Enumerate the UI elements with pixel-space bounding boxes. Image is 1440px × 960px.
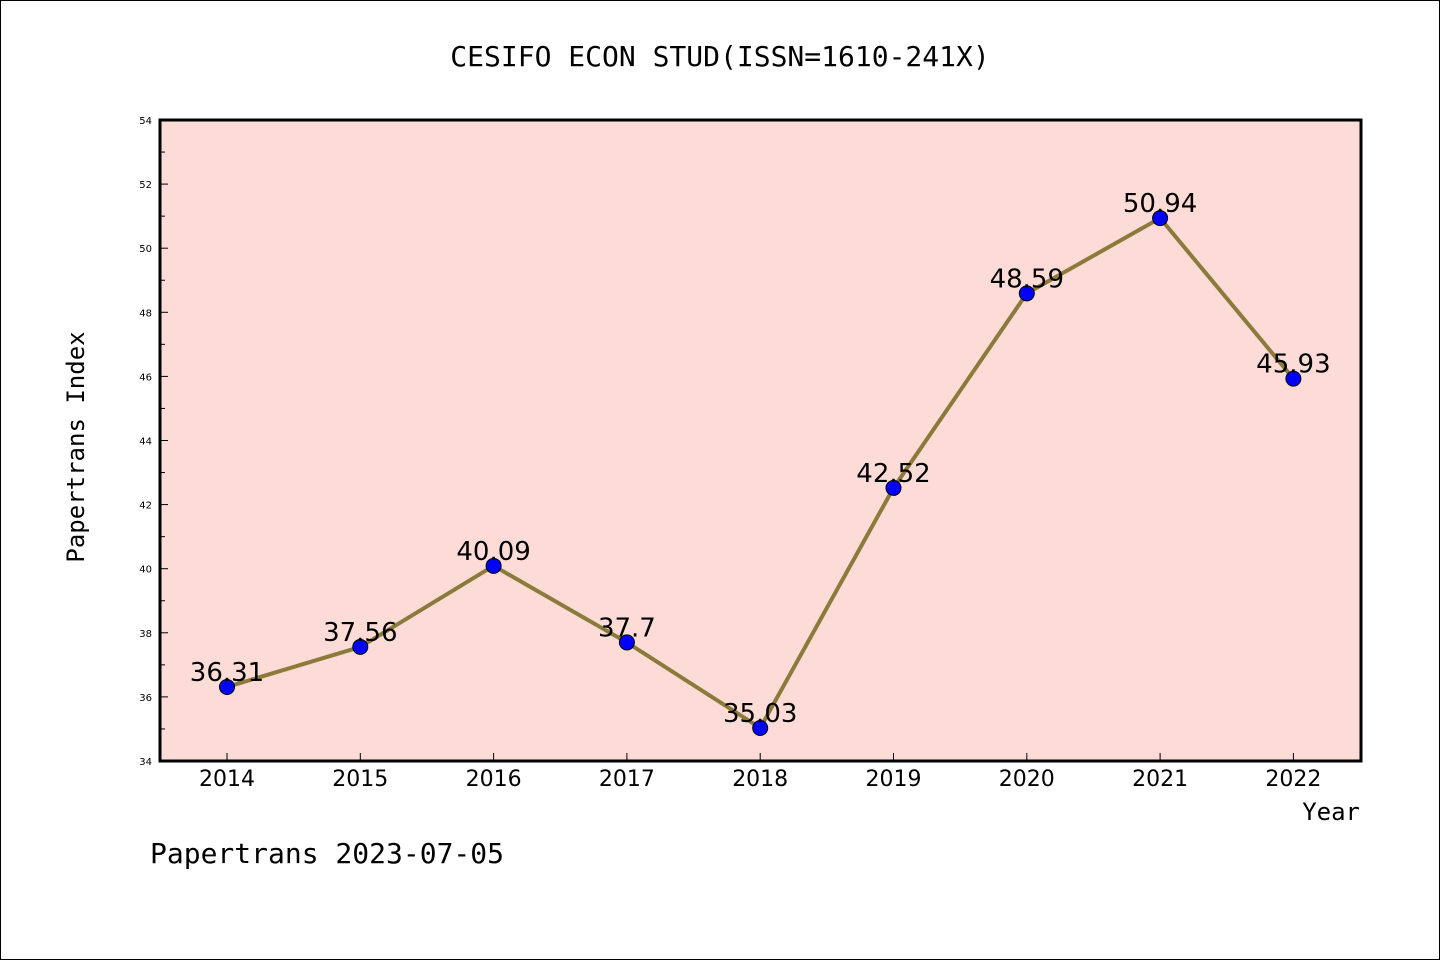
- data-point-marker: [1018, 285, 1035, 302]
- y-tick-label: 36: [139, 693, 152, 704]
- y-tick-label: 48: [139, 308, 152, 319]
- data-label: 36.31: [190, 658, 264, 688]
- y-tick-label: 52: [139, 180, 152, 191]
- x-axis-label: Year: [1302, 798, 1360, 826]
- x-tick-label: 2016: [466, 767, 522, 792]
- y-tick-label: 34: [139, 757, 152, 768]
- data-point-marker: [485, 557, 502, 574]
- data-point-marker: [219, 678, 235, 695]
- x-tick-label: 2018: [732, 767, 788, 792]
- data-label: 37.56: [323, 618, 397, 648]
- data-label: 37.7: [598, 613, 656, 643]
- x-axis: 2014 2015 2016 2017 2018 2019 2020 2021 2022: [199, 753, 1321, 792]
- footer-credit: Papertrans 2023-07-05: [150, 837, 504, 870]
- x-tick-label: 2021: [1132, 767, 1188, 792]
- data-label: 45.93: [1256, 350, 1330, 380]
- data-point-marker: [1152, 210, 1169, 227]
- y-tick-label: 40: [139, 565, 152, 576]
- plot-border: [158, 118, 1363, 763]
- y-axis-label: Papertrans Index: [62, 331, 90, 562]
- x-tick-label: 2014: [199, 767, 255, 792]
- x-tick-label: 2019: [866, 767, 922, 792]
- data-point-marker: [752, 719, 769, 736]
- y-tick-label: 44: [139, 437, 152, 448]
- y-tick-label: 42: [139, 501, 152, 512]
- y-tick-label: 46: [139, 372, 152, 383]
- chart-title: CESIFO ECON STUD(ISSN=1610-241X): [450, 40, 989, 73]
- x-tick-label: 2020: [999, 767, 1055, 792]
- data-label: 40.09: [456, 537, 530, 567]
- data-label: 35.03: [723, 699, 797, 729]
- x-tick-label: 2015: [332, 767, 388, 792]
- y-tick-label: 54: [139, 116, 152, 127]
- data-point-marker: [352, 638, 369, 655]
- x-tick-label: 2022: [1265, 767, 1321, 792]
- data-point-marker: [1285, 370, 1302, 387]
- series-line-group: [219, 210, 1302, 736]
- data-label: 50.94: [1123, 189, 1197, 219]
- data-point-marker: [618, 634, 635, 651]
- y-tick-label: 50: [139, 244, 152, 255]
- y-tick-label: 38: [139, 629, 152, 640]
- x-tick-label: 2017: [599, 767, 655, 792]
- data-point-marker: [885, 479, 902, 496]
- data-label-group: 36.31 37.56 40.09 37.7 35.03 42.52 48.59 50.94 4…: [190, 189, 1331, 729]
- data-label: 48.59: [990, 264, 1064, 294]
- data-label: 42.52: [856, 459, 930, 489]
